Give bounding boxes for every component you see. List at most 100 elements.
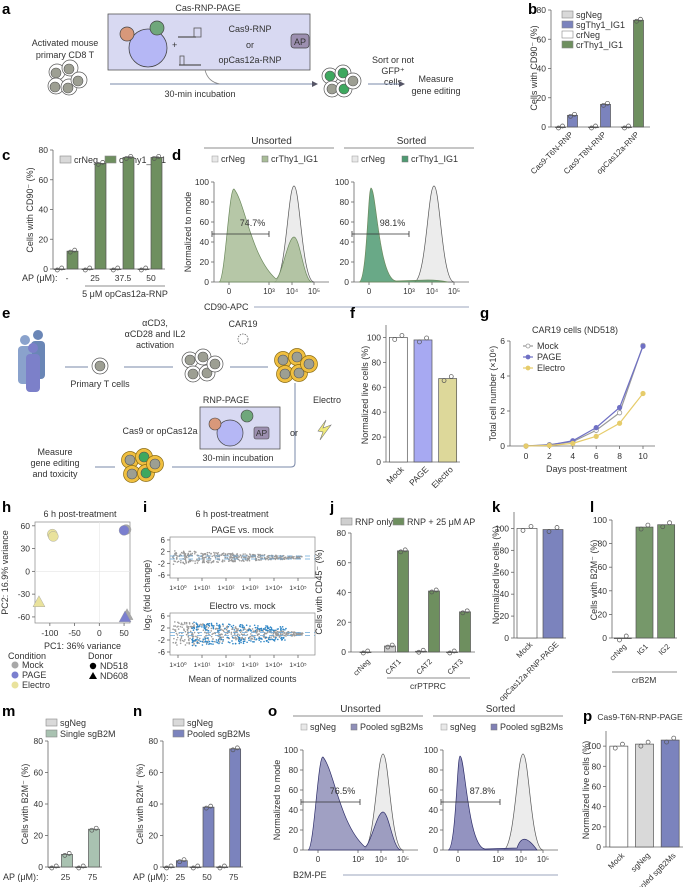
- panel-i-electro-de-point: [275, 636, 277, 639]
- panel-i-page-point: [180, 551, 183, 554]
- panel-i-page-point: [282, 558, 285, 560]
- panel-i-electro-point: [244, 628, 246, 631]
- panel-f-data-point: [392, 337, 398, 342]
- panel-i-page-point: [203, 559, 206, 561]
- panel-label-f: f: [350, 305, 356, 322]
- panel-i-electro-de-point: [255, 638, 258, 640]
- panel-i-electro-de-point: [260, 640, 262, 643]
- panel-i-electro-point: [191, 622, 194, 625]
- panel-p-y-tick-label: 40: [592, 802, 602, 812]
- panel-o-unsorted-legend-label: sgNeg: [310, 722, 336, 732]
- panel-i-electro-point: [277, 633, 280, 636]
- panel-i-page-point: [244, 553, 246, 555]
- panel-l-x-tick-label: IG2: [657, 642, 672, 657]
- panel-i-electro-de-point: [256, 627, 259, 630]
- panel-l-data-point: [623, 633, 629, 639]
- panel-i-electro-de-point: [264, 627, 267, 629]
- panel-i-electro-de-point: [246, 641, 248, 644]
- panel-label-b: b: [528, 1, 537, 18]
- panel-p-bar: [660, 739, 680, 848]
- panel-g-y-tick-label: 2: [500, 406, 505, 416]
- panel-i-electro-de-point: [228, 641, 231, 644]
- panel-i-page-point: [184, 553, 187, 555]
- panel-i-electro-point: [178, 622, 180, 624]
- panel-c-bar: [66, 250, 79, 270]
- panel-i-electro-de-point: [253, 624, 256, 627]
- panel-j-x-tick-label: CAT2: [414, 657, 434, 677]
- panel-o-sorted-sample-histogram: [447, 755, 538, 851]
- panel-i-electro-de-point: [237, 636, 240, 639]
- panel-g-legend-label: PAGE: [537, 352, 561, 362]
- panel-i-electro-de-point: [268, 638, 270, 640]
- panel-i-electro-point: [196, 636, 199, 639]
- panel-i-page-title: PAGE vs. mock: [211, 525, 274, 535]
- panel-o-sorted-y-tick-label: 20: [429, 825, 439, 835]
- panel-i-electro-de-point: [232, 642, 234, 645]
- panel-i-page-point: [175, 552, 178, 555]
- panel-i-electro-point: [248, 636, 251, 638]
- panel-c-bar: [94, 163, 107, 270]
- panel-n-data-point: [164, 865, 169, 871]
- panel-i-page-point: [213, 554, 215, 557]
- panel-i-page-point: [258, 556, 260, 559]
- panel-i-electro-de-point: [268, 636, 271, 638]
- activation-label-line3: activation: [136, 340, 174, 350]
- panel-g-legend-label: Mock: [537, 341, 559, 351]
- panel-i-electro-point: [183, 629, 185, 632]
- panel-i-electro-point: [219, 633, 222, 636]
- gfp-cell-icon: [337, 67, 349, 79]
- panel-i-electro-point: [187, 632, 189, 635]
- panel-c-data-point: [59, 265, 65, 271]
- panel-i-page-point: [212, 561, 215, 563]
- panel-i-page-point: [174, 550, 176, 552]
- t-cell-nucleus-icon: [209, 358, 221, 370]
- panel-p-x-tick-label: sgNeg: [629, 851, 652, 874]
- panel-i-electro-point: [199, 623, 202, 626]
- panel-i-electro-point: [179, 642, 182, 645]
- panel-i-page-point: [202, 553, 205, 556]
- panel-b-bar: [633, 19, 644, 128]
- panel-i-electro-de-point: [198, 639, 200, 641]
- panel-o-sorted-y-tick-label: 80: [429, 765, 439, 775]
- panel-i-electro-de-point: [260, 637, 262, 640]
- panel-i-page-point: [275, 554, 277, 557]
- panel-i-electro-de-point: [201, 626, 203, 628]
- panel-b-data-point: [622, 125, 627, 131]
- panel-i-electro-point: [218, 641, 221, 643]
- panel-n-data-point: [195, 863, 201, 869]
- cas-rnp-page-title: Cas-RNP-PAGE: [175, 3, 240, 13]
- panel-i-electro-point: [243, 633, 246, 636]
- panel-f-data-point: [441, 378, 447, 383]
- electro-label: Electro: [313, 395, 341, 405]
- panel-i-electro-point: [208, 633, 210, 636]
- panel-d-sorted-x-tick-label: 0: [367, 287, 372, 296]
- panel-c-legend-swatch: [104, 155, 117, 164]
- panel-i-electro-de-point: [250, 640, 252, 642]
- panel-i-page-point: [172, 563, 175, 565]
- t-cell-nucleus-icon: [197, 351, 209, 363]
- panel-c-data-point: [54, 267, 60, 273]
- panel-i-electro-de-point: [219, 636, 221, 639]
- panel-i-page-point: [259, 553, 261, 556]
- panel-i-electro-point: [193, 631, 196, 634]
- panel-p-x-tick-label: Mock: [606, 850, 627, 871]
- panel-i-electro-point: [198, 642, 200, 645]
- panel-i-electro-de-point: [284, 629, 286, 631]
- panel-i-electro-de-point: [276, 638, 279, 641]
- panel-l-data-point: [617, 637, 622, 643]
- panel-i-electro-de-point: [219, 629, 221, 631]
- panel-i-electro-point: [184, 630, 187, 633]
- panel-i-electro-point: [283, 632, 285, 634]
- or-label: or: [246, 40, 254, 50]
- panel-c-y-tick-label: 0: [43, 264, 48, 274]
- panel-m-y-tick-label: 60: [34, 768, 44, 778]
- panel-f-y-tick-label: 0: [376, 457, 381, 467]
- panel-i-electro-de-point: [270, 630, 272, 632]
- panel-i-electro-de-point: [240, 639, 242, 642]
- panel-i-electro-point: [189, 637, 191, 640]
- panel-o-unsorted-sample-histogram: [307, 756, 402, 851]
- panel-i-electro-de-point: [239, 629, 242, 631]
- panel-n-data-point: [168, 863, 174, 869]
- rna-hairpin-icon: [179, 55, 185, 66]
- panel-g-x-tick-label: 4: [570, 451, 575, 461]
